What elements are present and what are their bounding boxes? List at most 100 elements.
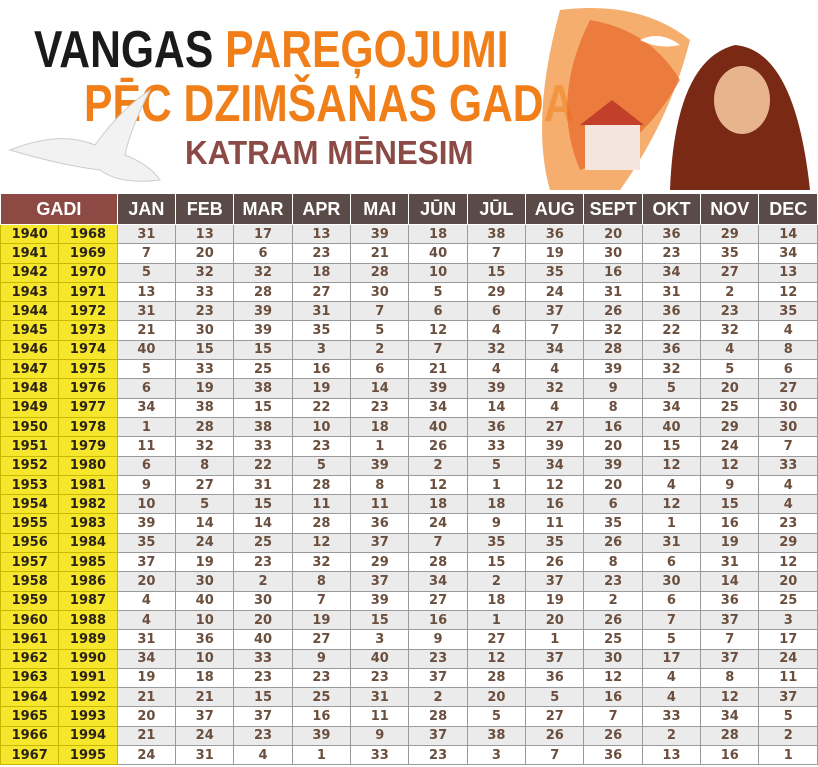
year-cell: 1977: [58, 397, 118, 418]
value-cell: 4: [641, 687, 702, 708]
value-cell: 37: [175, 706, 235, 727]
value-cell: 11: [758, 667, 818, 689]
value-cell: 23: [408, 745, 468, 766]
value-cell: 32: [233, 262, 293, 283]
value-cell: 24: [175, 725, 235, 747]
value-cell: 10: [116, 494, 177, 515]
value-cell: 9: [116, 474, 177, 496]
year-cell: 1987: [58, 590, 118, 611]
value-cell: 27: [291, 629, 352, 650]
header-image: [542, 8, 810, 190]
column-header: OKT: [641, 193, 702, 225]
value-cell: 12: [758, 552, 818, 573]
value-cell: 18: [466, 494, 527, 515]
value-cell: 37: [233, 706, 293, 727]
value-cell: 23: [233, 725, 293, 747]
year-cell: 1943: [0, 281, 60, 303]
value-cell: 31: [175, 745, 235, 766]
value-cell: 33: [175, 359, 235, 380]
value-cell: 17: [641, 648, 702, 669]
value-cell: 4: [758, 474, 818, 496]
value-cell: 23: [583, 571, 643, 592]
table-row: 1966 1994 21 24 23 39 9 37 38 26 26 2 28 2: [0, 725, 818, 747]
value-cell: 36: [583, 745, 643, 766]
value-cell: 27: [700, 262, 760, 283]
table-row: 1952 1980 6 8 22 5 39 2 5 34 39 12 12 33: [0, 455, 818, 476]
table-row: 1944 1972 31 23 39 31 7 6 6 37 26 36 23 35: [0, 301, 818, 322]
column-header: JŪN: [408, 193, 468, 225]
year-cell: 1994: [58, 725, 118, 747]
year-cell: 1989: [58, 629, 118, 650]
value-cell: 9: [583, 378, 643, 399]
value-cell: 7: [408, 532, 468, 554]
value-cell: 1: [525, 629, 585, 650]
value-cell: 26: [583, 609, 643, 631]
value-cell: 5: [466, 455, 527, 476]
value-cell: 32: [175, 436, 235, 457]
value-cell: 11: [350, 494, 410, 515]
value-cell: 3: [350, 629, 410, 650]
value-cell: 8: [175, 455, 235, 476]
table-row: 1957 1985 37 19 23 32 29 28 15 26 8 6 31 12: [0, 552, 818, 573]
value-cell: 26: [525, 552, 585, 573]
value-cell: 31: [116, 223, 177, 245]
value-cell: 7: [116, 243, 177, 264]
year-cell: 1955: [0, 513, 60, 534]
value-cell: 2: [233, 571, 293, 592]
year-cell: 1984: [58, 532, 118, 554]
table-row: 1958 1986 20 30 2 8 37 34 2 37 23 30 14 20: [0, 571, 818, 592]
value-cell: 15: [700, 494, 760, 515]
value-cell: 5: [466, 706, 527, 727]
value-cell: 16: [291, 359, 352, 380]
table-row: 1942 1970 5 32 32 18 28 10 15 35 16 34 27 13: [0, 262, 818, 283]
value-cell: 5: [408, 281, 468, 303]
value-cell: 12: [700, 455, 760, 476]
value-cell: 13: [758, 262, 818, 283]
value-cell: 34: [525, 455, 585, 476]
value-cell: 16: [525, 494, 585, 515]
value-cell: 9: [408, 629, 468, 650]
value-cell: 19: [291, 378, 352, 399]
value-cell: 7: [291, 590, 352, 611]
year-cell: 1966: [0, 725, 60, 747]
value-cell: 37: [408, 725, 468, 747]
value-cell: 8: [583, 552, 643, 573]
value-cell: 1: [116, 416, 177, 438]
year-cell: 1972: [58, 301, 118, 322]
value-cell: 14: [466, 397, 527, 418]
year-cell: 1964: [0, 687, 60, 708]
value-cell: 4: [641, 474, 702, 496]
column-header: SEPT: [583, 193, 643, 225]
value-cell: 33: [758, 455, 818, 476]
year-cell: 1946: [0, 339, 60, 361]
year-cell: 1940: [0, 223, 60, 245]
value-cell: 23: [758, 513, 818, 534]
value-cell: 21: [350, 243, 410, 264]
table-row: 1960 1988 4 10 20 19 15 16 1 20 26 7 37 3: [0, 609, 818, 631]
value-cell: 15: [350, 609, 410, 631]
year-cell: 1974: [58, 339, 118, 361]
value-cell: 23: [175, 301, 235, 322]
value-cell: 32: [700, 320, 760, 341]
value-cell: 8: [291, 571, 352, 592]
value-cell: 11: [116, 436, 177, 457]
value-cell: 20: [758, 571, 818, 592]
year-cell: 1957: [0, 552, 60, 573]
value-cell: 18: [408, 494, 468, 515]
value-cell: 1: [466, 609, 527, 631]
value-cell: 6: [466, 301, 527, 322]
year-cell: 1968: [58, 223, 118, 245]
year-cell: 1962: [0, 648, 60, 669]
value-cell: 40: [116, 339, 177, 361]
value-cell: 1: [466, 474, 527, 496]
table-row: 1951 1979 11 32 33 23 1 26 33 39 20 15 24 7: [0, 436, 818, 457]
value-cell: 6: [641, 590, 702, 611]
table-row: 1954 1982 10 5 15 11 11 18 18 16 6 12 15 4: [0, 494, 818, 515]
title: VANGAS PAREĢOJUMI: [34, 20, 509, 80]
year-cell: 1976: [58, 378, 118, 399]
value-cell: 28: [175, 416, 235, 438]
value-cell: 28: [291, 513, 352, 534]
table-row: 1967 1995 24 31 4 1 33 23 3 7 36 13 16 1: [0, 745, 818, 766]
value-cell: 28: [466, 667, 527, 689]
value-cell: 9: [350, 725, 410, 747]
